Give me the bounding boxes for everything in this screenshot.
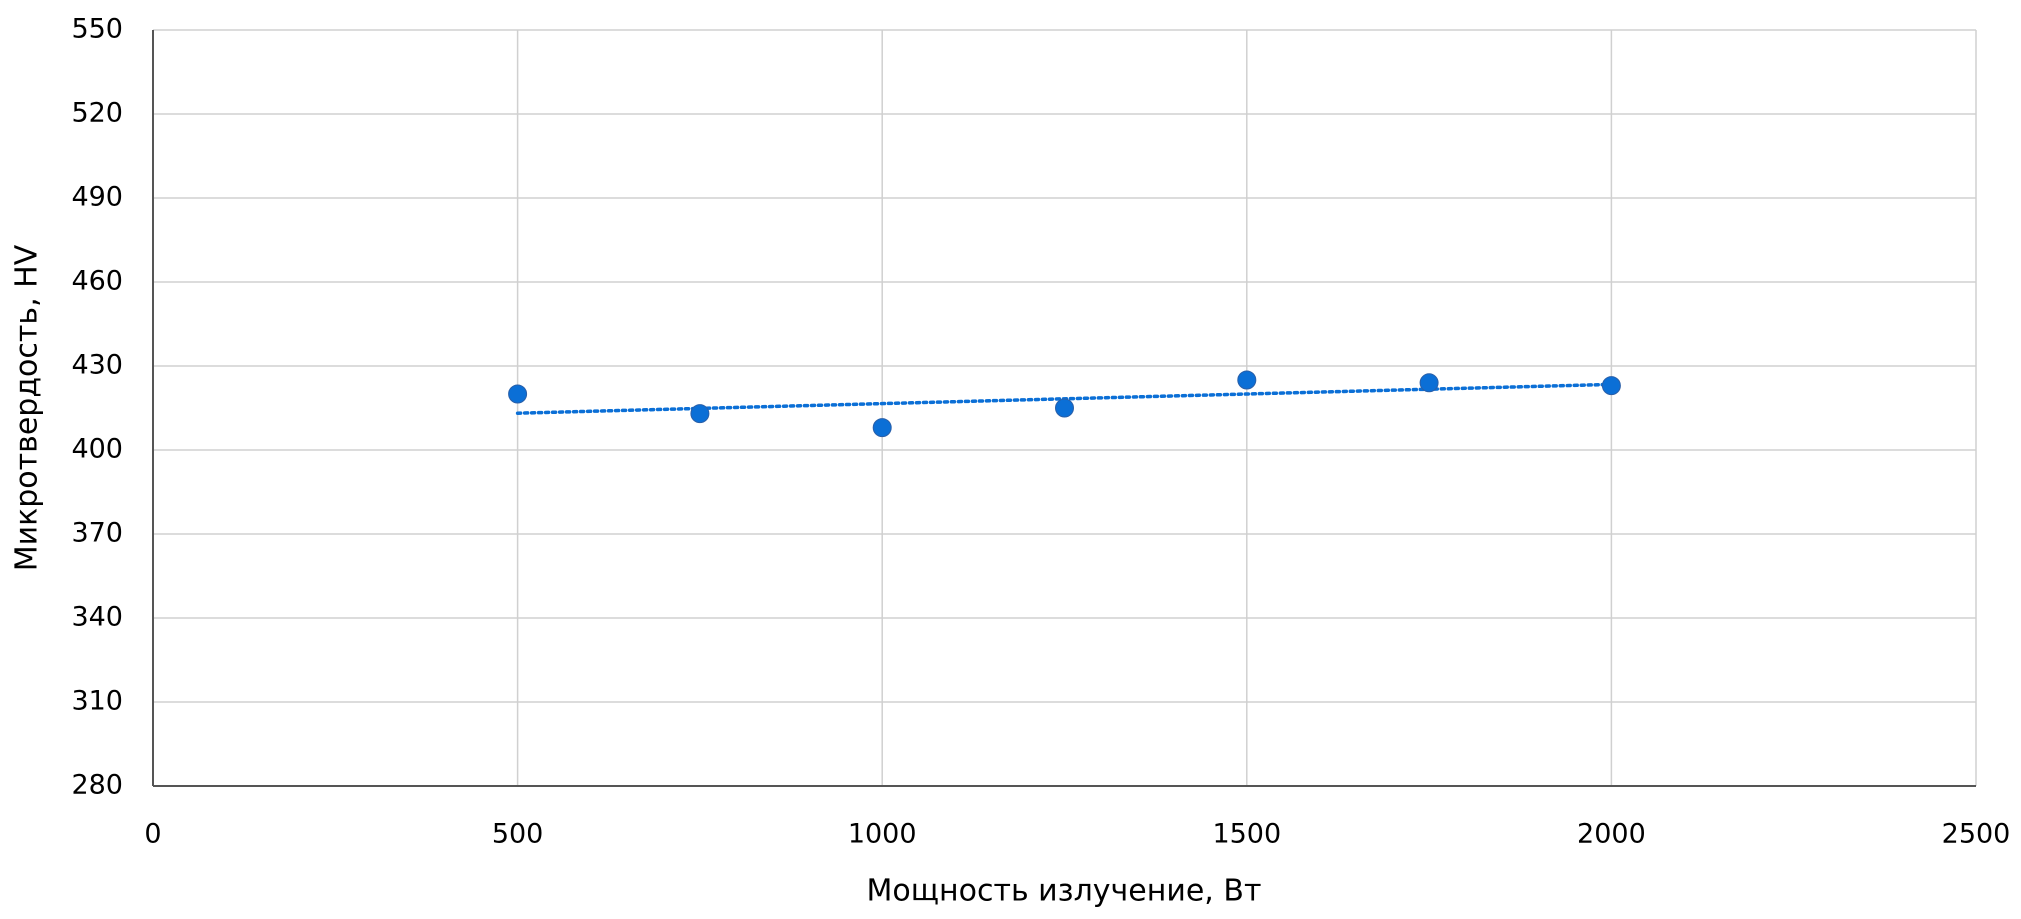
x-tick-label: 1000	[848, 819, 917, 850]
x-tick-label: 500	[492, 819, 544, 850]
y-tick-label: 430	[71, 350, 123, 381]
x-tick-label: 0	[144, 819, 161, 850]
y-tick-label: 520	[71, 98, 123, 129]
y-tick-label: 550	[71, 14, 123, 45]
y-tick-label: 370	[71, 518, 123, 549]
point	[1237, 370, 1257, 390]
point	[872, 418, 892, 438]
y-axis-title: Микротвердость, HV	[10, 244, 45, 571]
point	[1419, 373, 1439, 393]
y-tick-label: 340	[71, 602, 123, 633]
x-tick-label: 2000	[1577, 819, 1646, 850]
point	[1055, 398, 1074, 418]
y-tick-label: 400	[71, 434, 123, 465]
y-tick-label: 490	[71, 182, 123, 213]
x-axis-title: Мощность излучение, Вт	[867, 874, 1262, 909]
point	[1601, 376, 1621, 396]
x-tick-label: 2500	[1942, 819, 2011, 850]
x-tick-label: 1500	[1212, 819, 1281, 850]
y-tick-label: 460	[71, 266, 123, 297]
point	[690, 404, 710, 424]
y-tick-label: 310	[71, 686, 123, 717]
y-tick-label: 280	[71, 770, 123, 801]
point	[508, 384, 528, 404]
